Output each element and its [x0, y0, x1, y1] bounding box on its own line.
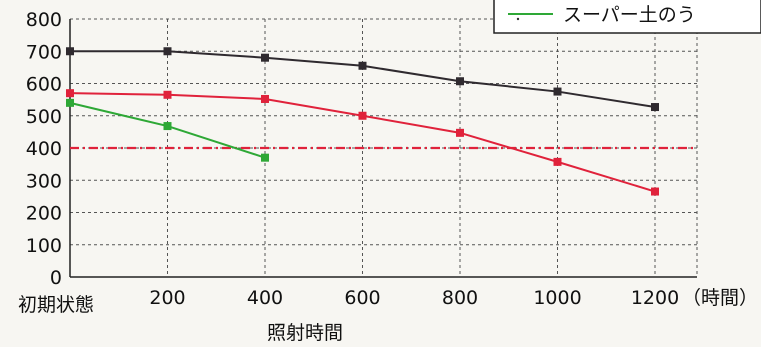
data-point	[163, 47, 172, 56]
data-point	[261, 153, 269, 162]
data-point	[358, 61, 367, 70]
data-point	[456, 77, 464, 86]
data-point	[553, 157, 562, 166]
y-tick-label: 400	[26, 138, 62, 160]
x-tick-label: 1000	[533, 287, 581, 309]
data-point	[163, 90, 172, 99]
x-axis-unit-label: （時間）	[682, 287, 758, 309]
x-tick-label: 初期状態	[18, 294, 94, 316]
y-tick-label: 500	[26, 106, 62, 128]
data-point	[456, 128, 464, 137]
x-tick-label: 1200	[631, 287, 679, 309]
y-tick-label: 700	[26, 41, 62, 63]
data-point	[163, 122, 172, 131]
y-tick-label: 600	[26, 74, 62, 96]
data-point	[261, 53, 269, 62]
y-tick-label: 300	[26, 170, 62, 192]
data-point	[651, 103, 659, 112]
data-point	[553, 87, 562, 96]
data-point	[66, 98, 74, 107]
tick-labels: 0 100 200 300 400 500 600 700 800 初期状態 200 400 600 80…	[18, 9, 679, 316]
legend: スーパー土のう	[493, 0, 761, 34]
legend-box	[493, 0, 761, 34]
legend-marker	[516, 17, 520, 21]
data-point	[651, 187, 659, 196]
x-axis-title: 照射時間	[267, 322, 343, 344]
x-tick-label: 400	[247, 287, 283, 309]
y-tick-label: 100	[26, 235, 62, 257]
data-point	[66, 47, 74, 56]
y-tick-label: 200	[26, 203, 62, 225]
data-point	[261, 94, 269, 103]
legend-label: スーパー土のう	[563, 4, 696, 26]
data-point	[358, 111, 367, 120]
y-tick-label: 800	[26, 9, 62, 31]
x-tick-label: 200	[149, 287, 185, 309]
data-point	[66, 89, 74, 98]
series-layer	[66, 47, 659, 196]
y-tick-label: 0	[50, 267, 62, 289]
x-tick-label: 800	[442, 287, 478, 309]
x-tick-label: 600	[344, 287, 380, 309]
